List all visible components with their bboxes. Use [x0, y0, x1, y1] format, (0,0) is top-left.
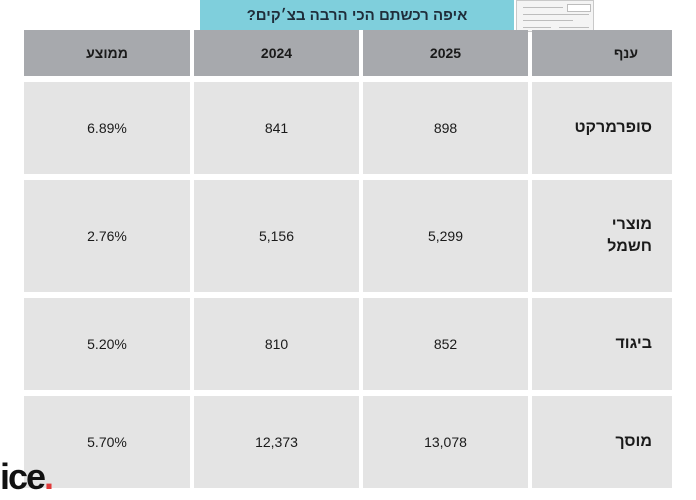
row-label: ביגוד [532, 298, 672, 390]
header-average: ממוצע [24, 30, 190, 76]
cell-2024: 12,373 [194, 396, 359, 488]
row-label: מוצרי חשמל [532, 180, 672, 292]
ice-logo: ice. [0, 456, 54, 497]
logo-text: ice [0, 456, 46, 497]
cell-average: 6.89% [24, 82, 190, 174]
header-2025: 2025 [363, 30, 528, 76]
cell-2024: 810 [194, 298, 359, 390]
chart-title: איפה רכשתם הכי הרבה בצ׳קים? [200, 0, 514, 30]
cell-2025: 13,078 [363, 396, 528, 488]
data-table: ענף 2025 2024 ממוצע סופרמרקט 898 841 6.8… [24, 30, 672, 488]
logo-dot: . [44, 456, 54, 497]
cheque-illustration-icon [516, 0, 594, 32]
cell-2025: 852 [363, 298, 528, 390]
cell-2024: 841 [194, 82, 359, 174]
cell-average: 5.70% [24, 396, 190, 488]
cell-2025: 898 [363, 82, 528, 174]
cell-average: 5.20% [24, 298, 190, 390]
header-2024: 2024 [194, 30, 359, 76]
cell-average: 2.76% [24, 180, 190, 292]
row-label: סופרמרקט [532, 82, 672, 174]
row-label: מוסך [532, 396, 672, 488]
header-branch: ענף [532, 30, 672, 76]
cell-2025: 5,299 [363, 180, 528, 292]
cell-2024: 5,156 [194, 180, 359, 292]
